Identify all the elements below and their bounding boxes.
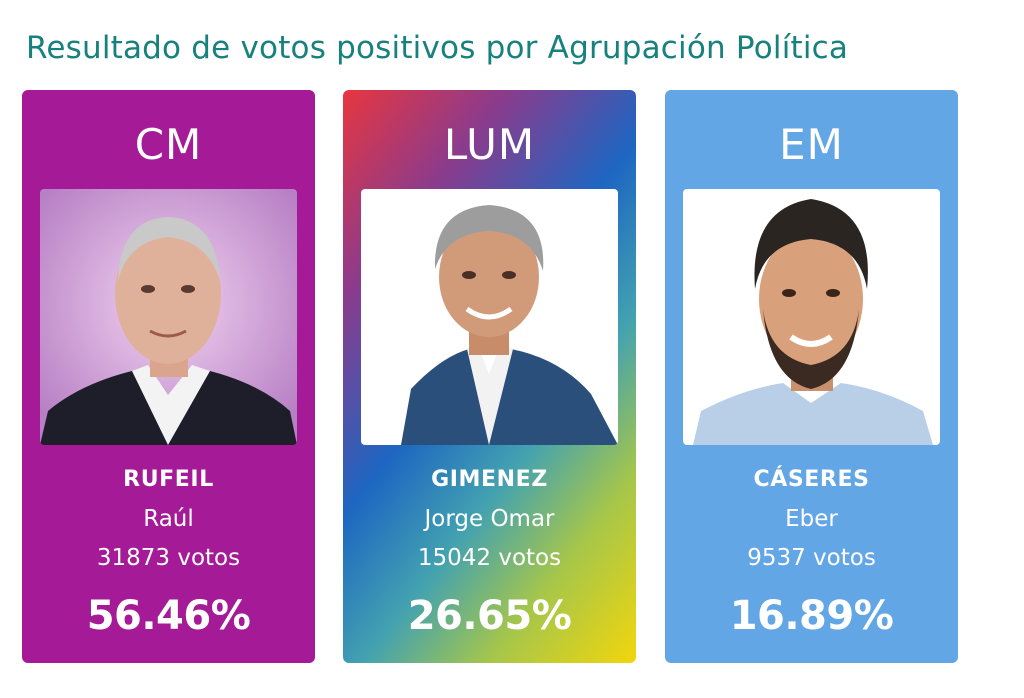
candidate-card-lum: LUM GIMENEZ Jorge Omar 15042 votos 26.65… [343,90,636,663]
votes-count: 15042 [417,545,492,571]
party-name: EM [779,120,844,169]
candidate-given-name: Eber [785,506,838,532]
party-name: CM [134,120,203,169]
vote-percentage: 56.46% [86,593,251,639]
candidate-photo [40,189,297,445]
candidate-votes: 31873 votos [22,545,315,571]
candidate-given-name: Jorge Omar [424,506,555,532]
votes-label: votos [177,545,241,571]
candidate-card-cm: CM RUFEIL Raúl 31873 votos 56.46% [22,90,315,663]
party-name: LUM [443,120,536,169]
candidate-photo [361,189,618,445]
votes-label: votos [813,545,876,571]
candidate-votes: 9537 votos [665,545,958,571]
candidate-surname: CÁSERES [753,467,870,492]
vote-percentage: 16.89% [729,593,894,639]
votes-count: 9537 [747,545,806,571]
candidate-votes: 15042 votos [343,545,636,571]
vote-percentage: 26.65% [407,593,572,639]
votes-label: votos [498,545,562,571]
candidate-given-name: Raúl [143,506,194,532]
candidate-surname: RUFEIL [123,467,214,492]
candidate-photo [683,189,940,445]
candidate-card-em: EM CÁSERES Eber 9537 votos 16.89% [665,90,958,663]
votes-count: 31873 [96,545,171,571]
page-title: Resultado de votos positivos por Agrupac… [26,30,849,66]
candidate-surname: GIMENEZ [431,467,548,492]
